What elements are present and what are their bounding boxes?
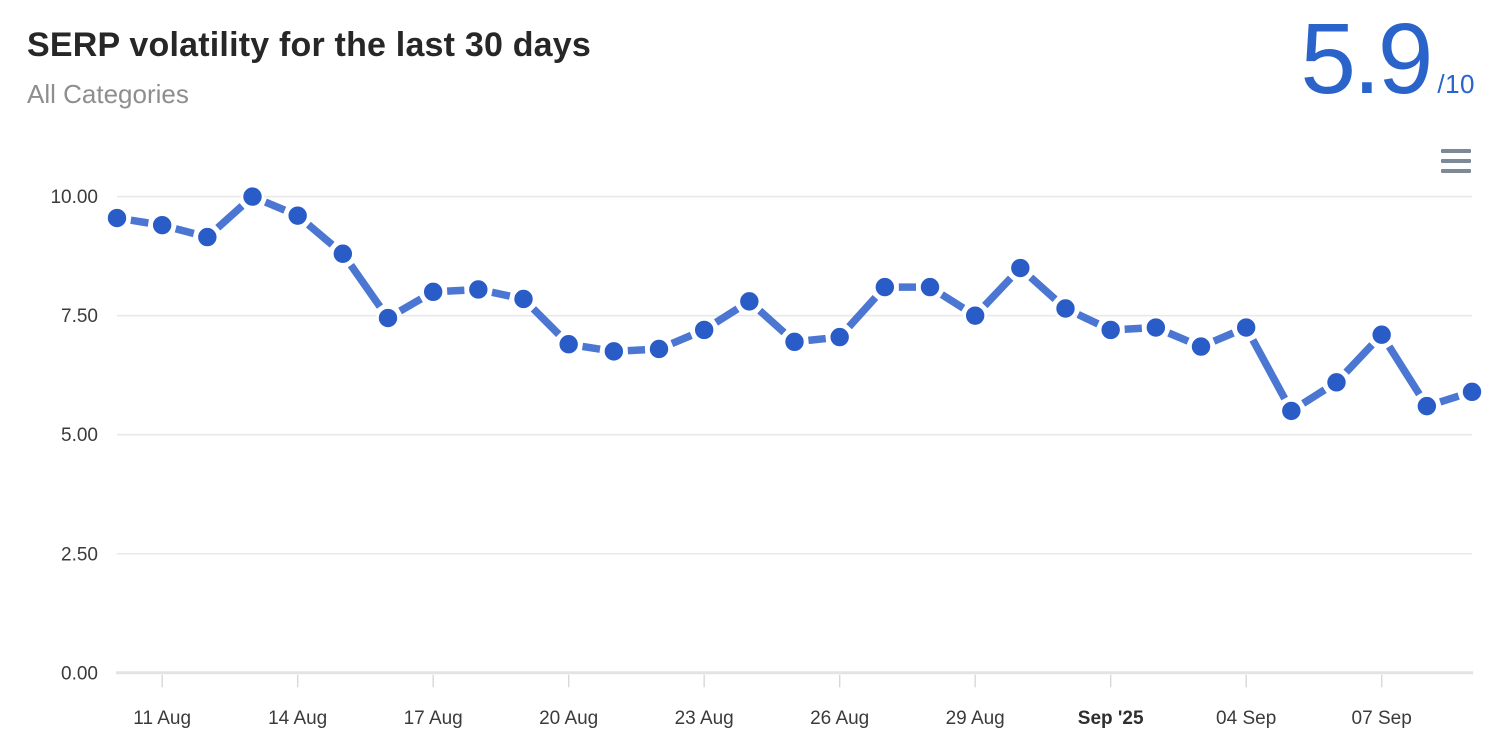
x-axis-label: 29 Aug	[946, 708, 1005, 729]
data-point[interactable]	[1008, 256, 1033, 280]
line-segment	[713, 305, 740, 326]
data-point[interactable]	[1098, 318, 1123, 342]
x-axis-label: 17 Aug	[404, 708, 463, 729]
data-point[interactable]	[1234, 315, 1258, 340]
data-point[interactable]	[602, 339, 626, 364]
line-segment	[808, 334, 827, 345]
data-point[interactable]	[376, 306, 400, 330]
data-point[interactable]	[1144, 315, 1168, 340]
x-axis-label: 14 Aug	[268, 708, 327, 729]
x-axis-label: 07 Sep	[1352, 708, 1412, 729]
line-segment	[581, 342, 601, 353]
line-segment	[398, 295, 423, 315]
data-point[interactable]	[647, 337, 671, 361]
x-axis-label: 20 Aug	[539, 708, 598, 729]
line-segment	[1249, 338, 1288, 401]
line-segment	[1439, 392, 1460, 406]
line-segment	[215, 203, 245, 231]
data-point[interactable]	[285, 203, 310, 228]
line-segment	[1124, 324, 1143, 333]
data-point[interactable]	[195, 225, 220, 249]
category-filter-label: All Categories	[27, 79, 189, 109]
menu-bar	[1441, 169, 1471, 173]
page-title: SERP volatility for the last 30 days	[27, 26, 591, 64]
x-axis-label: 04 Sep	[1216, 708, 1276, 729]
score-value: 5.9	[1300, 3, 1433, 115]
line-segment	[1212, 329, 1235, 345]
data-point[interactable]	[466, 277, 491, 302]
data-point[interactable]	[556, 332, 581, 357]
data-point[interactable]	[782, 330, 807, 354]
data-point[interactable]	[1324, 370, 1349, 395]
y-axis-label: 2.50	[61, 544, 98, 565]
line-segment	[939, 291, 966, 312]
x-axis-label: Sep '25	[1078, 708, 1144, 729]
line-segment	[174, 225, 195, 238]
line-segment	[1301, 386, 1327, 407]
line-segment	[1385, 344, 1423, 397]
y-axis-label: 10.00	[50, 187, 98, 208]
data-point[interactable]	[1053, 296, 1078, 321]
menu-bar	[1441, 159, 1471, 163]
data-point[interactable]	[105, 206, 129, 230]
data-point[interactable]	[1415, 394, 1439, 418]
data-point[interactable]	[737, 289, 762, 314]
score-max-suffix: /10	[1437, 69, 1475, 99]
menu-bar	[1441, 149, 1471, 153]
line-segment	[1076, 311, 1100, 328]
line-segment	[757, 307, 787, 336]
data-point[interactable]	[873, 275, 897, 299]
x-axis-label: 23 Aug	[675, 708, 734, 729]
line-segment	[130, 216, 149, 227]
data-point[interactable]	[827, 325, 852, 349]
data-point[interactable]	[1189, 334, 1213, 359]
line-segment	[670, 331, 693, 347]
data-point[interactable]	[1279, 399, 1304, 423]
data-point[interactable]	[1369, 322, 1394, 347]
data-point[interactable]	[918, 275, 942, 299]
hamburger-menu-icon[interactable]	[1441, 149, 1471, 173]
y-axis-label: 0.00	[61, 663, 98, 684]
line-segment	[1343, 342, 1375, 375]
data-point[interactable]	[150, 213, 174, 237]
line-segment	[491, 288, 511, 300]
volatility-score: 5.9 /10	[1300, 9, 1475, 109]
data-point[interactable]	[331, 241, 355, 266]
line-segment	[1167, 329, 1190, 345]
line-segment	[530, 306, 562, 337]
line-segment	[846, 294, 879, 330]
x-axis-label: 11 Aug	[133, 708, 191, 729]
data-point[interactable]	[240, 184, 265, 209]
line-segment	[263, 198, 287, 214]
line-segment	[1028, 274, 1058, 302]
data-point[interactable]	[421, 280, 445, 304]
data-point[interactable]	[1460, 380, 1484, 404]
data-point[interactable]	[692, 318, 716, 342]
y-axis-label: 5.00	[61, 425, 98, 446]
y-axis-label: 7.50	[61, 306, 98, 327]
x-axis-label: 26 Aug	[810, 708, 869, 729]
line-segment	[627, 345, 646, 355]
line-segment	[446, 286, 465, 295]
data-point[interactable]	[963, 303, 987, 328]
line-segment	[305, 221, 335, 248]
line-segment	[347, 263, 384, 309]
data-point[interactable]	[511, 287, 536, 311]
line-segment	[982, 275, 1014, 309]
